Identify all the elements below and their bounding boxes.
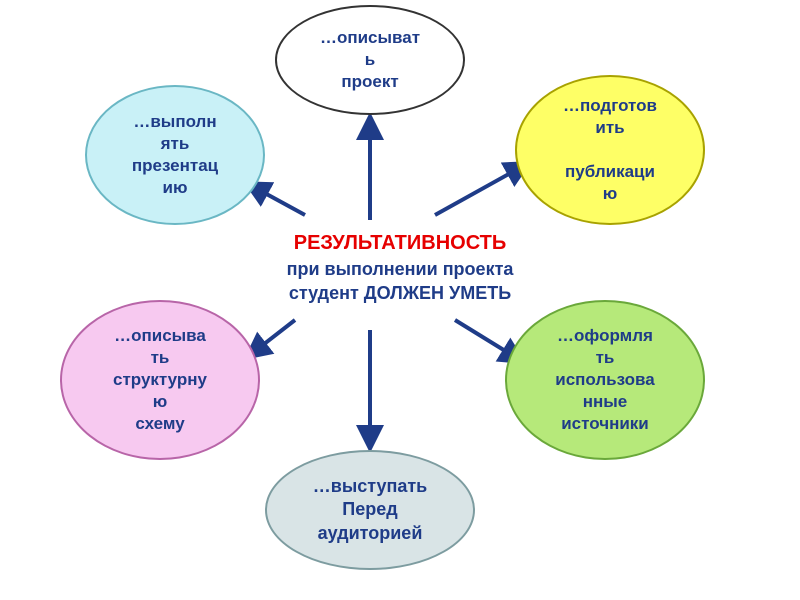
node-describe-project: …описыват ь проект <box>275 5 465 115</box>
node-perform-presentation: …выполн ять презентац ию <box>85 85 265 225</box>
node-describe-structure: …описыва ть структурну ю схему <box>60 300 260 460</box>
node-label: …оформля ть использова нные источники <box>555 325 654 435</box>
center-label: РЕЗУЛЬТАТИВНОСТЬ при выполнении проекта … <box>220 230 580 306</box>
arrow <box>250 185 305 215</box>
node-label: …подготов ить публикаци ю <box>563 95 657 205</box>
arrow <box>250 320 295 355</box>
center-subtitle: при выполнении проекта студент ДОЛЖЕН УМ… <box>220 257 580 306</box>
node-label: …выполн ять презентац ию <box>132 111 218 199</box>
arrow <box>435 165 525 215</box>
node-label: …описыва ть структурну ю схему <box>113 325 207 435</box>
node-label: …выступать Перед аудиторией <box>313 475 428 545</box>
node-label: …описыват ь проект <box>320 27 420 93</box>
node-present-audience: …выступать Перед аудиторией <box>265 450 475 570</box>
diagram-canvas: РЕЗУЛЬТАТИВНОСТЬ при выполнении проекта … <box>0 0 800 600</box>
center-title: РЕЗУЛЬТАТИВНОСТЬ <box>220 230 580 257</box>
node-format-sources: …оформля ть использова нные источники <box>505 300 705 460</box>
node-prepare-publication: …подготов ить публикаци ю <box>515 75 705 225</box>
